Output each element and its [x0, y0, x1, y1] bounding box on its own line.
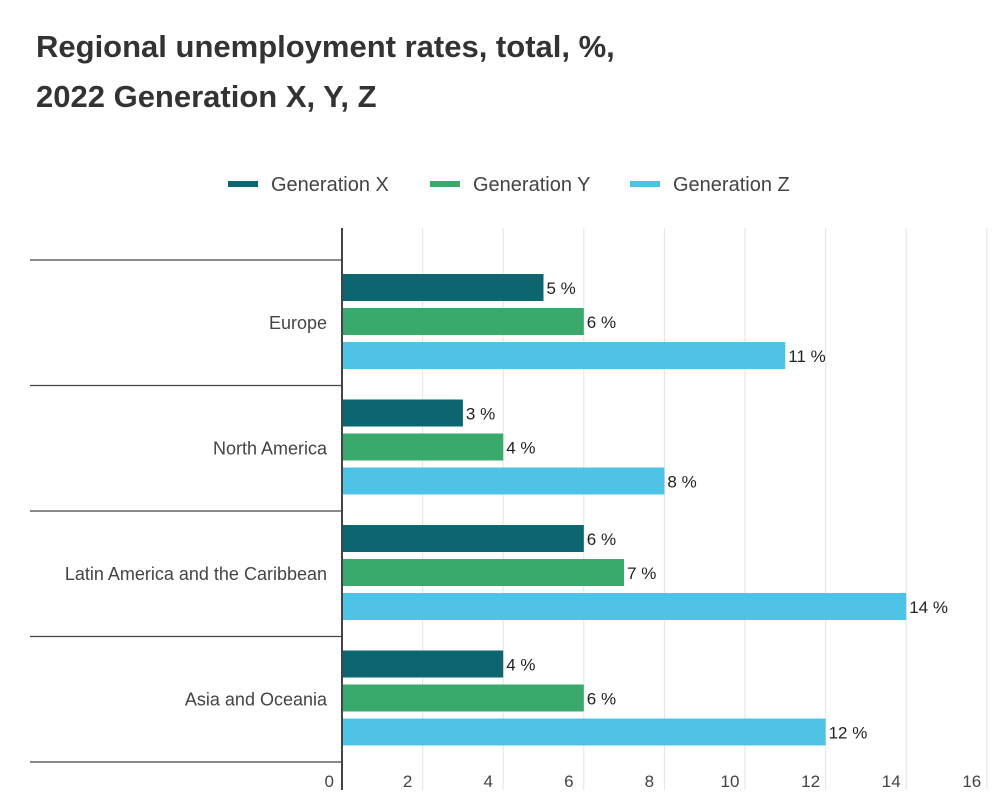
legend-swatch-1: [228, 181, 258, 187]
bar-generation-x: [342, 274, 544, 301]
x-tick-label: 6: [564, 772, 573, 791]
title-line-2: 2022 Generation X, Y, Z: [36, 79, 377, 114]
bar-generation-z: [342, 342, 786, 369]
data-label: 7 %: [627, 564, 656, 583]
data-label: 6 %: [587, 690, 616, 709]
x-tick-label: 16: [962, 772, 981, 791]
legend-swatch-3: [630, 181, 660, 187]
category-label: Latin America and the Caribbean: [65, 564, 327, 584]
legend-label-3: Generation Z: [673, 174, 790, 196]
x-tick-label: 4: [483, 772, 492, 791]
x-tick-label: 0: [325, 772, 334, 791]
chart-title: Regional unemployment rates, total, %, 2…: [36, 22, 615, 122]
bar-generation-y: [342, 559, 625, 586]
category-label: Europe: [269, 313, 327, 333]
data-label: 12 %: [829, 724, 868, 743]
data-label: 8 %: [667, 473, 696, 492]
x-tick-label: 2: [403, 772, 412, 791]
legend-label-2: Generation Y: [473, 174, 591, 196]
title-line-1: Regional unemployment rates, total, %,: [36, 29, 615, 64]
data-label: 3 %: [466, 405, 495, 424]
category-label: Asia and Oceania: [185, 690, 328, 710]
data-label: 4 %: [506, 656, 535, 675]
bar-generation-z: [342, 593, 907, 620]
data-label: 6 %: [587, 530, 616, 549]
bar-generation-z: [342, 467, 665, 495]
bar-generation-z: [342, 718, 826, 746]
data-label: 11 %: [788, 347, 826, 366]
bar-generation-x: [342, 650, 504, 678]
bar-generation-y: [342, 684, 584, 712]
data-label: 6 %: [587, 313, 616, 332]
x-tick-label: 8: [645, 772, 654, 791]
category-label: North America: [213, 439, 328, 459]
data-label: 14 %: [909, 598, 948, 617]
bar-generation-y: [342, 308, 584, 335]
legend-label-1: Generation X: [271, 174, 389, 196]
x-tick-label: 12: [801, 772, 820, 791]
x-tick-label: 10: [721, 772, 740, 791]
data-label: 4 %: [506, 439, 535, 458]
bar-generation-x: [342, 399, 463, 427]
bar-generation-y: [342, 433, 504, 461]
data-label: 5 %: [547, 279, 576, 298]
legend-swatch-2: [430, 181, 460, 187]
bar-generation-x: [342, 525, 584, 552]
x-tick-label: 14: [882, 772, 901, 791]
